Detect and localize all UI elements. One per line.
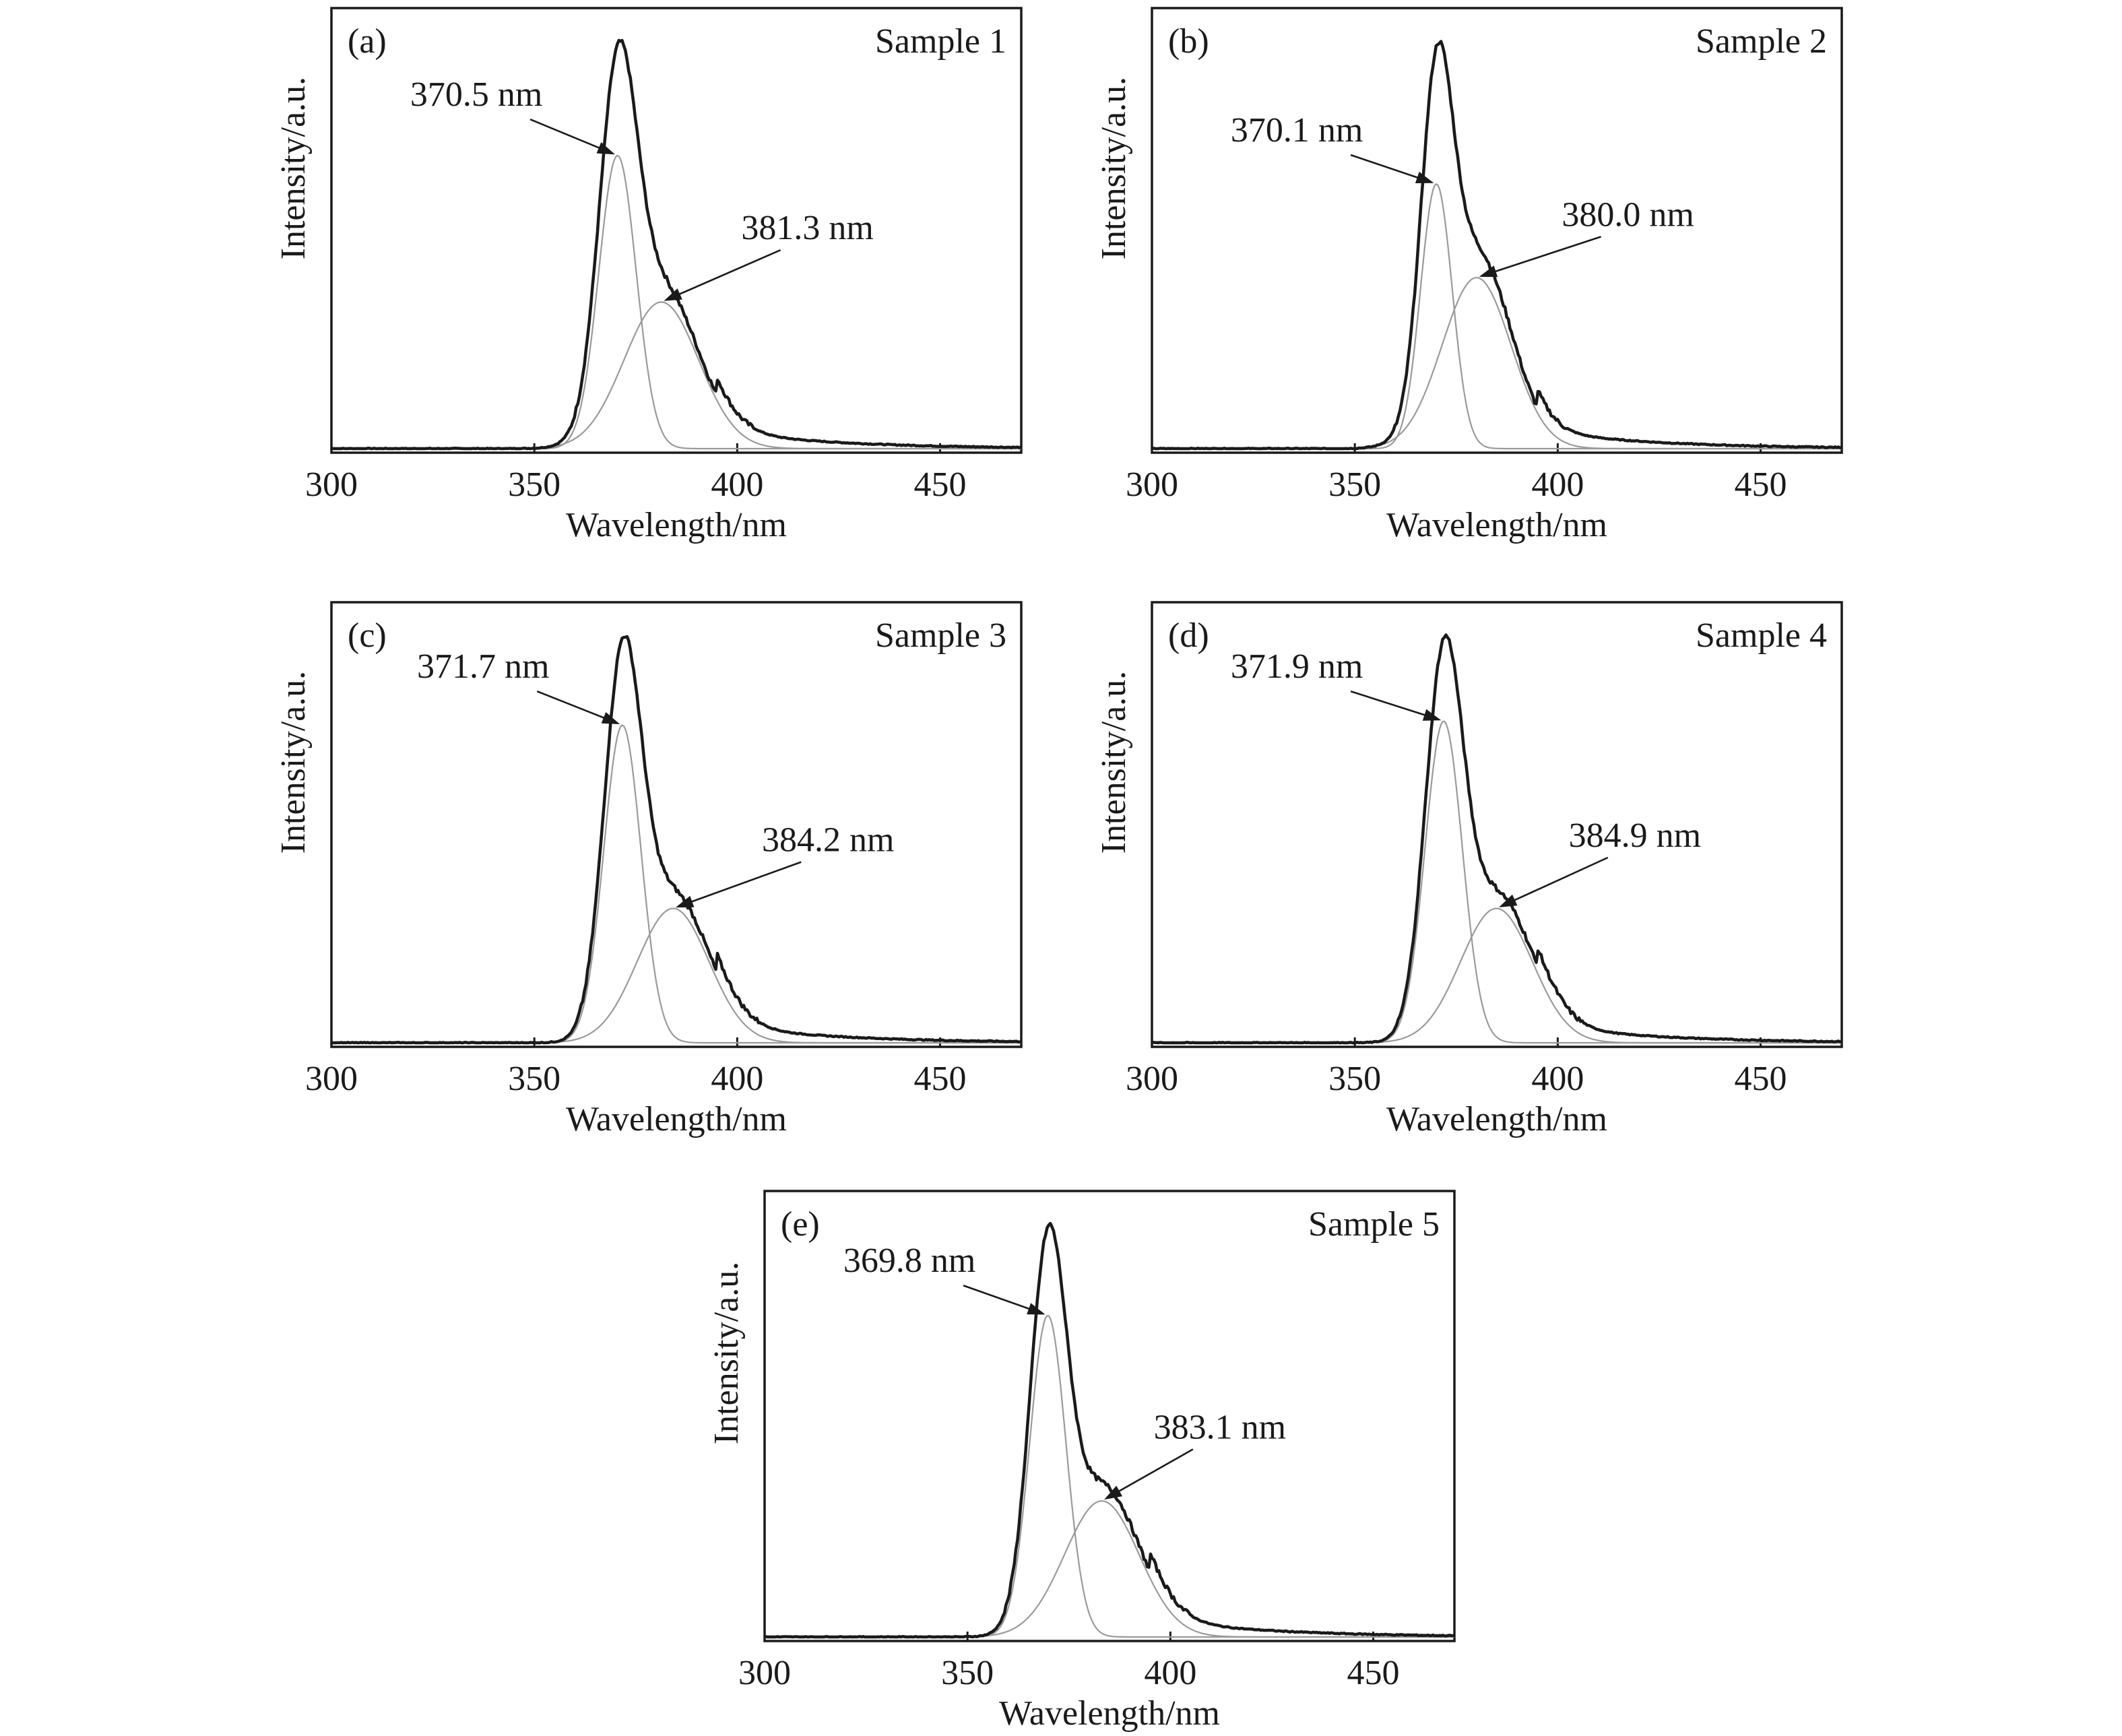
x-tick-label: 350 bbox=[1328, 1060, 1381, 1098]
x-tick-label: 400 bbox=[711, 1060, 763, 1098]
annotation-arrowhead bbox=[1415, 171, 1434, 183]
fit-component-1-curve bbox=[1152, 183, 1842, 450]
peak-annotation: 380.0 nm bbox=[1562, 195, 1694, 234]
sample-label: Sample 4 bbox=[1696, 616, 1827, 655]
annotation-arrowhead bbox=[1027, 1303, 1046, 1315]
plot-frame bbox=[1151, 601, 1843, 1048]
x-tick-label: 350 bbox=[508, 1060, 560, 1098]
x-tick-label: 400 bbox=[1531, 465, 1584, 504]
peak-annotation: 383.1 nm bbox=[1154, 1408, 1286, 1446]
annotation-arrow bbox=[1512, 856, 1609, 902]
x-tick-label: 350 bbox=[941, 1654, 994, 1692]
annotation-arrow bbox=[1116, 1448, 1194, 1493]
y-axis-label: Intensity/a.u. bbox=[707, 1262, 746, 1445]
annotation-arrowhead bbox=[664, 288, 682, 301]
panel-label: (b) bbox=[1168, 22, 1209, 61]
sample-label: Sample 3 bbox=[875, 616, 1006, 655]
chart-panel-3: 300 350 400 450 Wavelength/nm Intensity/a.u. (… bbox=[274, 601, 1023, 1138]
annotation-arrow bbox=[1350, 154, 1421, 179]
peak-annotation: 369.8 nm bbox=[843, 1242, 975, 1280]
x-tick-label: 450 bbox=[1735, 1060, 1787, 1098]
y-axis-label: Intensity/a.u. bbox=[1095, 671, 1133, 854]
annotation-arrow bbox=[1350, 690, 1427, 717]
x-axis-label: Wavelength/nm bbox=[999, 1694, 1220, 1733]
peak-annotation: 384.2 nm bbox=[762, 821, 894, 860]
annotation-arrow bbox=[677, 249, 781, 296]
annotation-arrowhead bbox=[601, 712, 620, 725]
x-tick-label: 300 bbox=[305, 465, 358, 504]
x-tick-label: 450 bbox=[914, 465, 967, 504]
x-axis-label: Wavelength/nm bbox=[1386, 1100, 1607, 1138]
sample-label: Sample 1 bbox=[875, 22, 1006, 61]
fit-component-1-curve bbox=[1152, 720, 1842, 1044]
plot-frame bbox=[1151, 7, 1843, 454]
measured-spectrum-curve bbox=[1151, 40, 1842, 451]
annotation-arrow bbox=[536, 690, 607, 720]
x-tick-label: 350 bbox=[508, 465, 560, 504]
x-tick-label: 400 bbox=[1531, 1060, 1584, 1098]
plot-frame bbox=[330, 7, 1023, 454]
measured-spectrum-curve bbox=[764, 1221, 1455, 1639]
x-tick-label: 300 bbox=[305, 1060, 358, 1098]
x-tick-label: 300 bbox=[1126, 465, 1178, 504]
x-axis-label: Wavelength/nm bbox=[566, 506, 787, 544]
x-axis-label: Wavelength/nm bbox=[566, 1100, 787, 1138]
fit-component-2-curve bbox=[331, 301, 1021, 450]
fit-component-1-curve bbox=[331, 724, 1021, 1044]
x-axis-label: Wavelength/nm bbox=[1386, 506, 1607, 544]
sample-label: Sample 5 bbox=[1308, 1205, 1440, 1244]
x-tick-label: 450 bbox=[1347, 1654, 1400, 1692]
fit-component-2-curve bbox=[331, 907, 1021, 1044]
annotation-arrow bbox=[963, 1285, 1032, 1311]
y-axis-label: Intensity/a.u. bbox=[1095, 77, 1133, 260]
peak-annotation: 370.5 nm bbox=[410, 75, 542, 114]
x-tick-label: 300 bbox=[738, 1654, 791, 1692]
annotation-arrowhead bbox=[1422, 709, 1442, 721]
annotation-arrow bbox=[1493, 236, 1601, 274]
fit-component-2-curve bbox=[765, 1500, 1454, 1638]
measured-spectrum-curve bbox=[331, 635, 1022, 1045]
chart-panel-2: 300 350 400 450 Wavelength/nm Intensity/a.u. (… bbox=[1095, 7, 1843, 544]
peak-annotation: 381.3 nm bbox=[741, 209, 873, 247]
x-tick-label: 450 bbox=[914, 1060, 967, 1098]
fit-component-2-curve bbox=[1152, 276, 1842, 450]
chart-panel-4: 300 350 400 450 Wavelength/nm Intensity/a.u. (… bbox=[1095, 601, 1843, 1138]
y-axis-label: Intensity/a.u. bbox=[274, 77, 313, 260]
plot-frame bbox=[763, 1190, 1456, 1642]
peak-annotation: 384.9 nm bbox=[1569, 816, 1701, 855]
panel-label: (d) bbox=[1168, 616, 1209, 655]
peak-annotation: 371.9 nm bbox=[1231, 647, 1363, 686]
annotation-arrowhead bbox=[1104, 1485, 1123, 1500]
annotation-arrow bbox=[529, 118, 602, 150]
measured-spectrum-curve bbox=[1151, 633, 1842, 1045]
x-tick-label: 400 bbox=[1144, 1654, 1196, 1692]
x-tick-label: 450 bbox=[1735, 465, 1787, 504]
fit-component-1-curve bbox=[765, 1314, 1454, 1638]
peak-annotation: 371.7 nm bbox=[417, 647, 549, 686]
y-axis-label: Intensity/a.u. bbox=[274, 671, 313, 854]
annotation-arrowhead bbox=[675, 895, 695, 908]
x-tick-label: 350 bbox=[1328, 465, 1381, 504]
annotation-arrowhead bbox=[1499, 894, 1518, 907]
panel-label: (c) bbox=[348, 616, 387, 655]
x-tick-label: 300 bbox=[1126, 1060, 1178, 1098]
panel-label: (e) bbox=[781, 1205, 820, 1244]
x-tick-label: 400 bbox=[711, 465, 763, 504]
fit-component-2-curve bbox=[1152, 907, 1842, 1044]
annotation-arrow bbox=[689, 861, 802, 903]
fit-component-1-curve bbox=[331, 154, 1021, 450]
sample-label: Sample 2 bbox=[1696, 22, 1827, 61]
chart-panel-5: 300 350 400 450 Wavelength/nm Intensity/a.u. (… bbox=[707, 1190, 1456, 1733]
annotation-arrowhead bbox=[596, 141, 615, 155]
chart-panel-1: 300 350 400 450 Wavelength/nm Intensity/a.u. (… bbox=[274, 7, 1023, 544]
panel-label: (a) bbox=[348, 22, 387, 61]
plot-frame bbox=[330, 601, 1023, 1048]
peak-annotation: 370.1 nm bbox=[1231, 111, 1363, 150]
annotation-arrowhead bbox=[1479, 265, 1498, 278]
